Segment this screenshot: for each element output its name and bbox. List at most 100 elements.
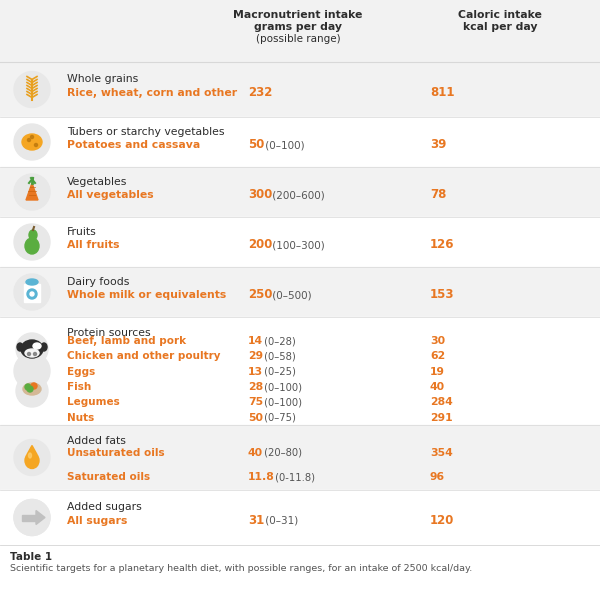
Text: Vegetables: Vegetables [67,177,127,187]
Bar [0,217,600,267]
Circle shape [34,353,37,356]
Text: Beef, lamb and pork: Beef, lamb and pork [67,336,186,346]
Text: 250: 250 [248,289,272,301]
Text: Legumes: Legumes [67,398,120,407]
Bar [0,0,600,62]
Ellipse shape [25,238,39,254]
Ellipse shape [29,453,32,458]
Text: 811: 811 [430,86,455,99]
Circle shape [25,384,31,390]
Text: 126: 126 [430,239,455,251]
Text: Nuts: Nuts [67,413,94,423]
Text: 13: 13 [248,367,263,377]
Text: Scientific targets for a planetary health diet, with possible ranges, for an int: Scientific targets for a planetary healt… [10,564,472,573]
Text: (0–100): (0–100) [262,140,305,150]
Ellipse shape [25,349,39,357]
Circle shape [14,124,50,160]
Text: kcal per day: kcal per day [463,22,537,32]
Text: 153: 153 [430,289,455,301]
Circle shape [14,174,50,210]
Text: Tubers or starchy vegetables: Tubers or starchy vegetables [67,127,224,137]
Bar [0,490,600,545]
Ellipse shape [33,343,41,349]
Text: 96: 96 [430,472,445,483]
Text: Table 1: Table 1 [10,552,52,562]
Circle shape [16,375,48,407]
Circle shape [14,274,50,310]
Text: 354: 354 [430,448,453,458]
Text: 19: 19 [430,367,445,377]
Circle shape [14,500,50,536]
Text: (0-11.8): (0-11.8) [272,472,315,483]
Text: 40: 40 [248,448,263,458]
Text: 50: 50 [248,413,263,423]
Circle shape [30,292,34,296]
Text: Protein sources: Protein sources [67,328,151,338]
Text: 284: 284 [430,398,453,407]
Text: Chicken and other poultry: Chicken and other poultry [67,351,221,362]
Text: 62: 62 [430,351,445,362]
Circle shape [27,386,33,392]
Circle shape [14,71,50,107]
Text: (possible range): (possible range) [256,34,340,44]
Text: 31: 31 [248,514,264,527]
Text: 29: 29 [248,351,263,362]
Ellipse shape [23,383,41,395]
Text: Whole milk or equivalents: Whole milk or equivalents [67,290,226,300]
Bar [22,514,36,520]
Ellipse shape [25,453,39,468]
Text: 200: 200 [248,239,272,251]
Text: 291: 291 [430,413,452,423]
Text: Unsaturated oils: Unsaturated oils [67,448,164,458]
Text: 232: 232 [248,86,272,99]
Ellipse shape [21,340,43,358]
Text: Fruits: Fruits [67,227,97,237]
Text: 28: 28 [248,382,263,392]
Text: Dairy foods: Dairy foods [67,277,130,287]
Text: (0–100): (0–100) [261,382,302,392]
Text: 39: 39 [430,138,446,151]
Text: 40: 40 [430,382,445,392]
Polygon shape [36,511,45,525]
Text: Added sugars: Added sugars [67,501,142,512]
Text: 75: 75 [248,398,263,407]
Circle shape [14,353,50,389]
Text: (100–300): (100–300) [269,240,325,250]
Text: 30: 30 [430,336,445,346]
Text: Saturated oils: Saturated oils [67,472,150,483]
Circle shape [16,333,48,365]
Circle shape [14,439,50,476]
Circle shape [14,500,50,536]
Text: (0–28): (0–28) [261,336,296,346]
Text: Caloric intake: Caloric intake [458,10,542,20]
Bar [0,425,600,490]
Bar [0,117,600,167]
Circle shape [35,143,37,146]
Circle shape [28,138,31,142]
Text: (20–80): (20–80) [261,448,302,458]
Text: Rice, wheat, corn and other: Rice, wheat, corn and other [67,88,237,98]
Text: (200–600): (200–600) [269,190,325,200]
Ellipse shape [41,343,47,351]
Bar [0,545,600,610]
Text: 300: 300 [248,188,272,201]
Polygon shape [27,445,37,454]
Text: (0–100): (0–100) [261,398,302,407]
Text: (0–25): (0–25) [261,367,296,377]
Text: Eggs: Eggs [67,367,95,377]
Text: (0–75): (0–75) [261,413,296,423]
Text: Fish: Fish [67,382,91,392]
Text: Added fats: Added fats [67,436,126,446]
Text: (0–31): (0–31) [262,516,299,526]
Text: 50: 50 [248,138,265,151]
Bar [0,62,600,117]
Bar [0,317,600,425]
Circle shape [31,383,37,389]
Text: Macronutrient intake: Macronutrient intake [233,10,362,20]
Text: (0–500): (0–500) [269,290,311,300]
Circle shape [14,224,50,260]
Polygon shape [26,183,38,200]
Ellipse shape [17,343,23,351]
Text: All sugars: All sugars [67,516,127,526]
Circle shape [27,289,37,299]
